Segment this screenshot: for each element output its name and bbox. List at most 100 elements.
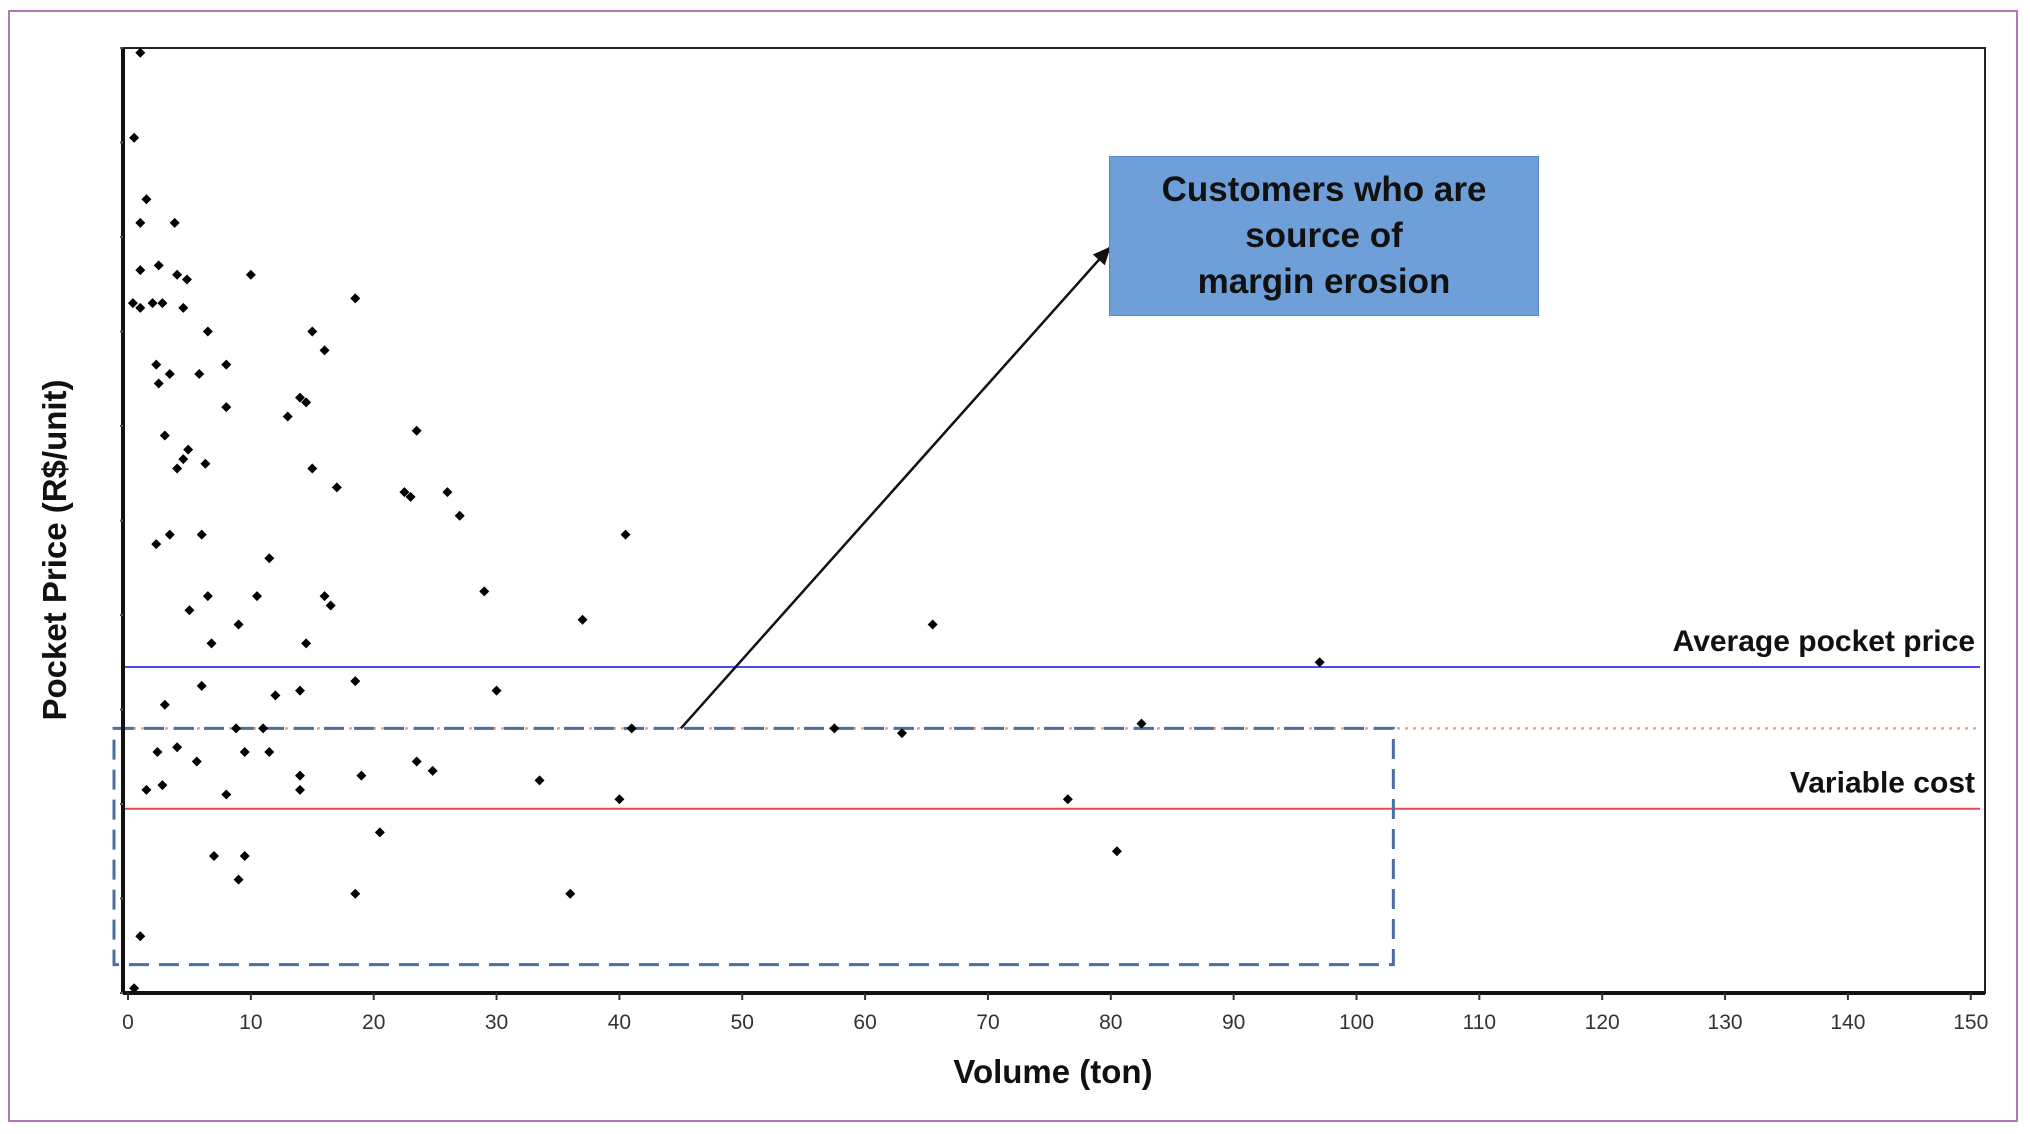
data-point [208, 850, 219, 861]
x-axis-title: Volume (ton) [953, 1053, 1152, 1090]
data-point [157, 780, 168, 791]
data-point [301, 397, 312, 408]
data-point [294, 784, 305, 795]
data-point [829, 723, 840, 734]
data-point [164, 529, 175, 540]
x-tick-label: 110 [1463, 1011, 1496, 1034]
data-point [294, 770, 305, 781]
data-point [614, 794, 625, 805]
x-tick-label: 80 [1099, 1011, 1122, 1034]
data-point [479, 586, 490, 597]
data-point [135, 47, 146, 58]
data-point [331, 482, 342, 493]
data-point [1136, 718, 1147, 729]
plot-border [122, 47, 1986, 994]
data-point [307, 463, 318, 474]
data-point [147, 298, 158, 309]
data-point [350, 888, 361, 899]
data-point [181, 274, 192, 285]
data-point [307, 326, 318, 337]
x-tick-label: 10 [239, 1011, 262, 1034]
data-point [200, 458, 211, 469]
data-point [127, 298, 138, 309]
data-point [356, 770, 367, 781]
reference-line-label: Average pocket price [1673, 625, 1975, 658]
x-tick-label: 90 [1222, 1011, 1245, 1034]
data-point [159, 699, 170, 710]
data-point [129, 132, 140, 143]
data-point [172, 463, 183, 474]
arrow-head [1092, 246, 1111, 266]
x-tick-label: 30 [485, 1011, 508, 1034]
line-labels: Average pocket price Variable cost [1673, 625, 1975, 800]
data-point [251, 591, 262, 602]
data-point [245, 269, 256, 280]
x-tick-label: 20 [362, 1011, 385, 1034]
data-point [239, 850, 250, 861]
annotation-arrow [679, 245, 1112, 730]
data-point [491, 685, 502, 696]
reference-line-label: Variable cost [1790, 767, 1975, 800]
annotation-text: Customers who are source of margin erosi… [1161, 170, 1487, 301]
x-tick-label: 70 [976, 1011, 999, 1034]
data-point [896, 728, 907, 739]
data-point [427, 765, 438, 776]
data-point [191, 756, 202, 767]
data-point [194, 369, 205, 380]
data-point [183, 444, 194, 455]
y-axis [120, 47, 125, 994]
data-point [405, 491, 416, 502]
data-point [626, 723, 637, 734]
data-point [233, 874, 244, 885]
data-point [282, 411, 293, 422]
data-point [221, 402, 232, 413]
data-point [135, 265, 146, 276]
data-point [159, 430, 170, 441]
data-point [534, 775, 545, 786]
data-point [231, 723, 242, 734]
data-point [239, 747, 250, 758]
data-point [135, 931, 146, 942]
data-point [1062, 794, 1073, 805]
data-point [294, 392, 305, 403]
data-point [270, 690, 281, 701]
x-tick-label: 40 [608, 1011, 631, 1034]
data-point [135, 302, 146, 313]
data-point [264, 747, 275, 758]
data-point [1314, 657, 1325, 668]
data-point [294, 685, 305, 696]
data-point [152, 747, 163, 758]
data-point [196, 529, 207, 540]
x-tick-label: 100 [1339, 1011, 1374, 1034]
data-point [153, 260, 164, 271]
x-tick-label: 150 [1953, 1011, 1988, 1034]
data-point [454, 510, 465, 521]
plot-area [122, 47, 1986, 994]
data-point [319, 345, 330, 356]
x-tick-label: 140 [1830, 1011, 1865, 1034]
x-tick-label: 0 [122, 1011, 134, 1034]
data-point [221, 789, 232, 800]
data-point [411, 425, 422, 436]
highlight-region-box [112, 726, 1395, 967]
x-axis: 0 10 20 30 40 50 60 70 80 90 100 110 120 130 140 150 [122, 991, 1988, 1034]
data-point [319, 591, 330, 602]
data-point [927, 619, 938, 630]
reference-lines [125, 665, 1980, 810]
data-point [172, 742, 183, 753]
data-point [442, 487, 453, 498]
x-tick-label: 60 [853, 1011, 876, 1034]
data-point [399, 487, 410, 498]
data-point [206, 638, 217, 649]
y-axis-title: Pocket Price (R$/unit) [36, 379, 73, 720]
data-points [127, 47, 1325, 994]
highlight-region [112, 726, 1395, 967]
data-point [202, 591, 213, 602]
arrow-shaft [679, 245, 1112, 730]
data-point [202, 326, 213, 337]
data-point [141, 194, 152, 205]
data-point [172, 269, 183, 280]
data-point [184, 605, 195, 616]
data-point [233, 619, 244, 630]
data-point [325, 600, 336, 611]
